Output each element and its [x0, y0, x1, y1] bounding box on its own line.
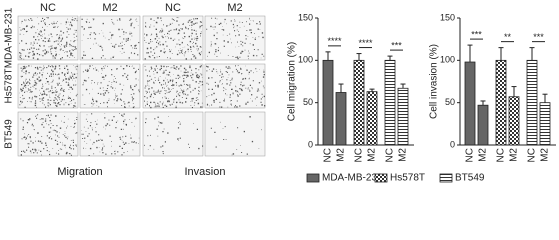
- cells: [206, 65, 266, 108]
- micrograph: [79, 63, 141, 109]
- legend-label: Hs578T: [390, 173, 425, 184]
- row-label: Hs578T: [4, 68, 15, 103]
- y-tick-label: 50: [303, 97, 313, 107]
- bar: [526, 59, 538, 146]
- bar: [322, 59, 334, 146]
- bar: [366, 91, 378, 146]
- legend-label: MDA-MB-231: [322, 173, 383, 184]
- x-tick-label: NC: [385, 148, 396, 162]
- bar: [495, 59, 507, 146]
- significance: ****: [327, 36, 342, 46]
- row-label: MDA-MB-231: [4, 7, 15, 68]
- significance: ***: [533, 32, 544, 42]
- y-axis-title: Cell invasion (%): [429, 44, 440, 119]
- micrograph: [142, 15, 204, 61]
- micrograph: [142, 111, 204, 157]
- micrograph: [204, 63, 266, 109]
- y-tick-label: 100: [440, 55, 455, 65]
- column-label: M2: [227, 2, 242, 14]
- micrograph: [17, 111, 79, 157]
- x-tick-label: M2: [367, 148, 378, 162]
- x-tick-label: M2: [478, 148, 489, 162]
- row-label: BT549: [4, 119, 15, 149]
- x-tick-label: M2: [398, 148, 409, 162]
- significance: ***: [471, 29, 482, 39]
- y-tick-label: 50: [445, 97, 455, 107]
- x-tick-label: NC: [323, 148, 334, 162]
- y-axis-title: Cell migration (%): [287, 42, 298, 121]
- significance: ****: [358, 38, 373, 48]
- x-tick-label: M2: [540, 148, 551, 162]
- column-label: M2: [102, 2, 117, 14]
- y-tick-label: 0: [308, 139, 313, 149]
- x-tick-label: NC: [465, 148, 476, 162]
- group-label: Invasion: [185, 166, 226, 178]
- cells: [144, 116, 204, 155]
- group-label: Migration: [57, 166, 102, 178]
- legend-swatch: [306, 173, 320, 183]
- x-tick-label: M2: [336, 148, 347, 162]
- bar: [508, 96, 520, 146]
- legend-swatch: [374, 173, 388, 183]
- y-tick-label: 150: [298, 12, 313, 22]
- significance: **: [504, 32, 512, 42]
- bar: [384, 59, 396, 146]
- bar: [353, 59, 365, 146]
- x-tick-label: NC: [354, 148, 365, 162]
- cells: [19, 65, 78, 108]
- cells: [144, 65, 204, 109]
- y-tick-label: 0: [450, 139, 455, 149]
- significance: ***: [391, 40, 402, 50]
- x-tick-label: M2: [509, 148, 520, 162]
- y-tick-label: 150: [440, 12, 455, 22]
- cells: [82, 65, 140, 109]
- micrograph: [17, 15, 79, 61]
- bar: [464, 61, 476, 146]
- x-tick-label: NC: [527, 148, 538, 162]
- micrograph: [204, 111, 266, 157]
- micrograph: [204, 15, 266, 61]
- y-tick-label: 100: [298, 55, 313, 65]
- column-label: NC: [165, 2, 181, 14]
- column-label: NC: [40, 2, 56, 14]
- legend-swatch: [439, 173, 453, 183]
- cells: [20, 114, 78, 156]
- bar: [335, 92, 347, 146]
- legend-label: BT549: [455, 173, 485, 184]
- cells: [81, 18, 140, 60]
- micrograph: [17, 63, 79, 109]
- cells: [144, 17, 203, 60]
- bar: [539, 102, 551, 146]
- bar: [397, 87, 409, 146]
- bar: [477, 104, 489, 146]
- x-tick-label: NC: [496, 148, 507, 162]
